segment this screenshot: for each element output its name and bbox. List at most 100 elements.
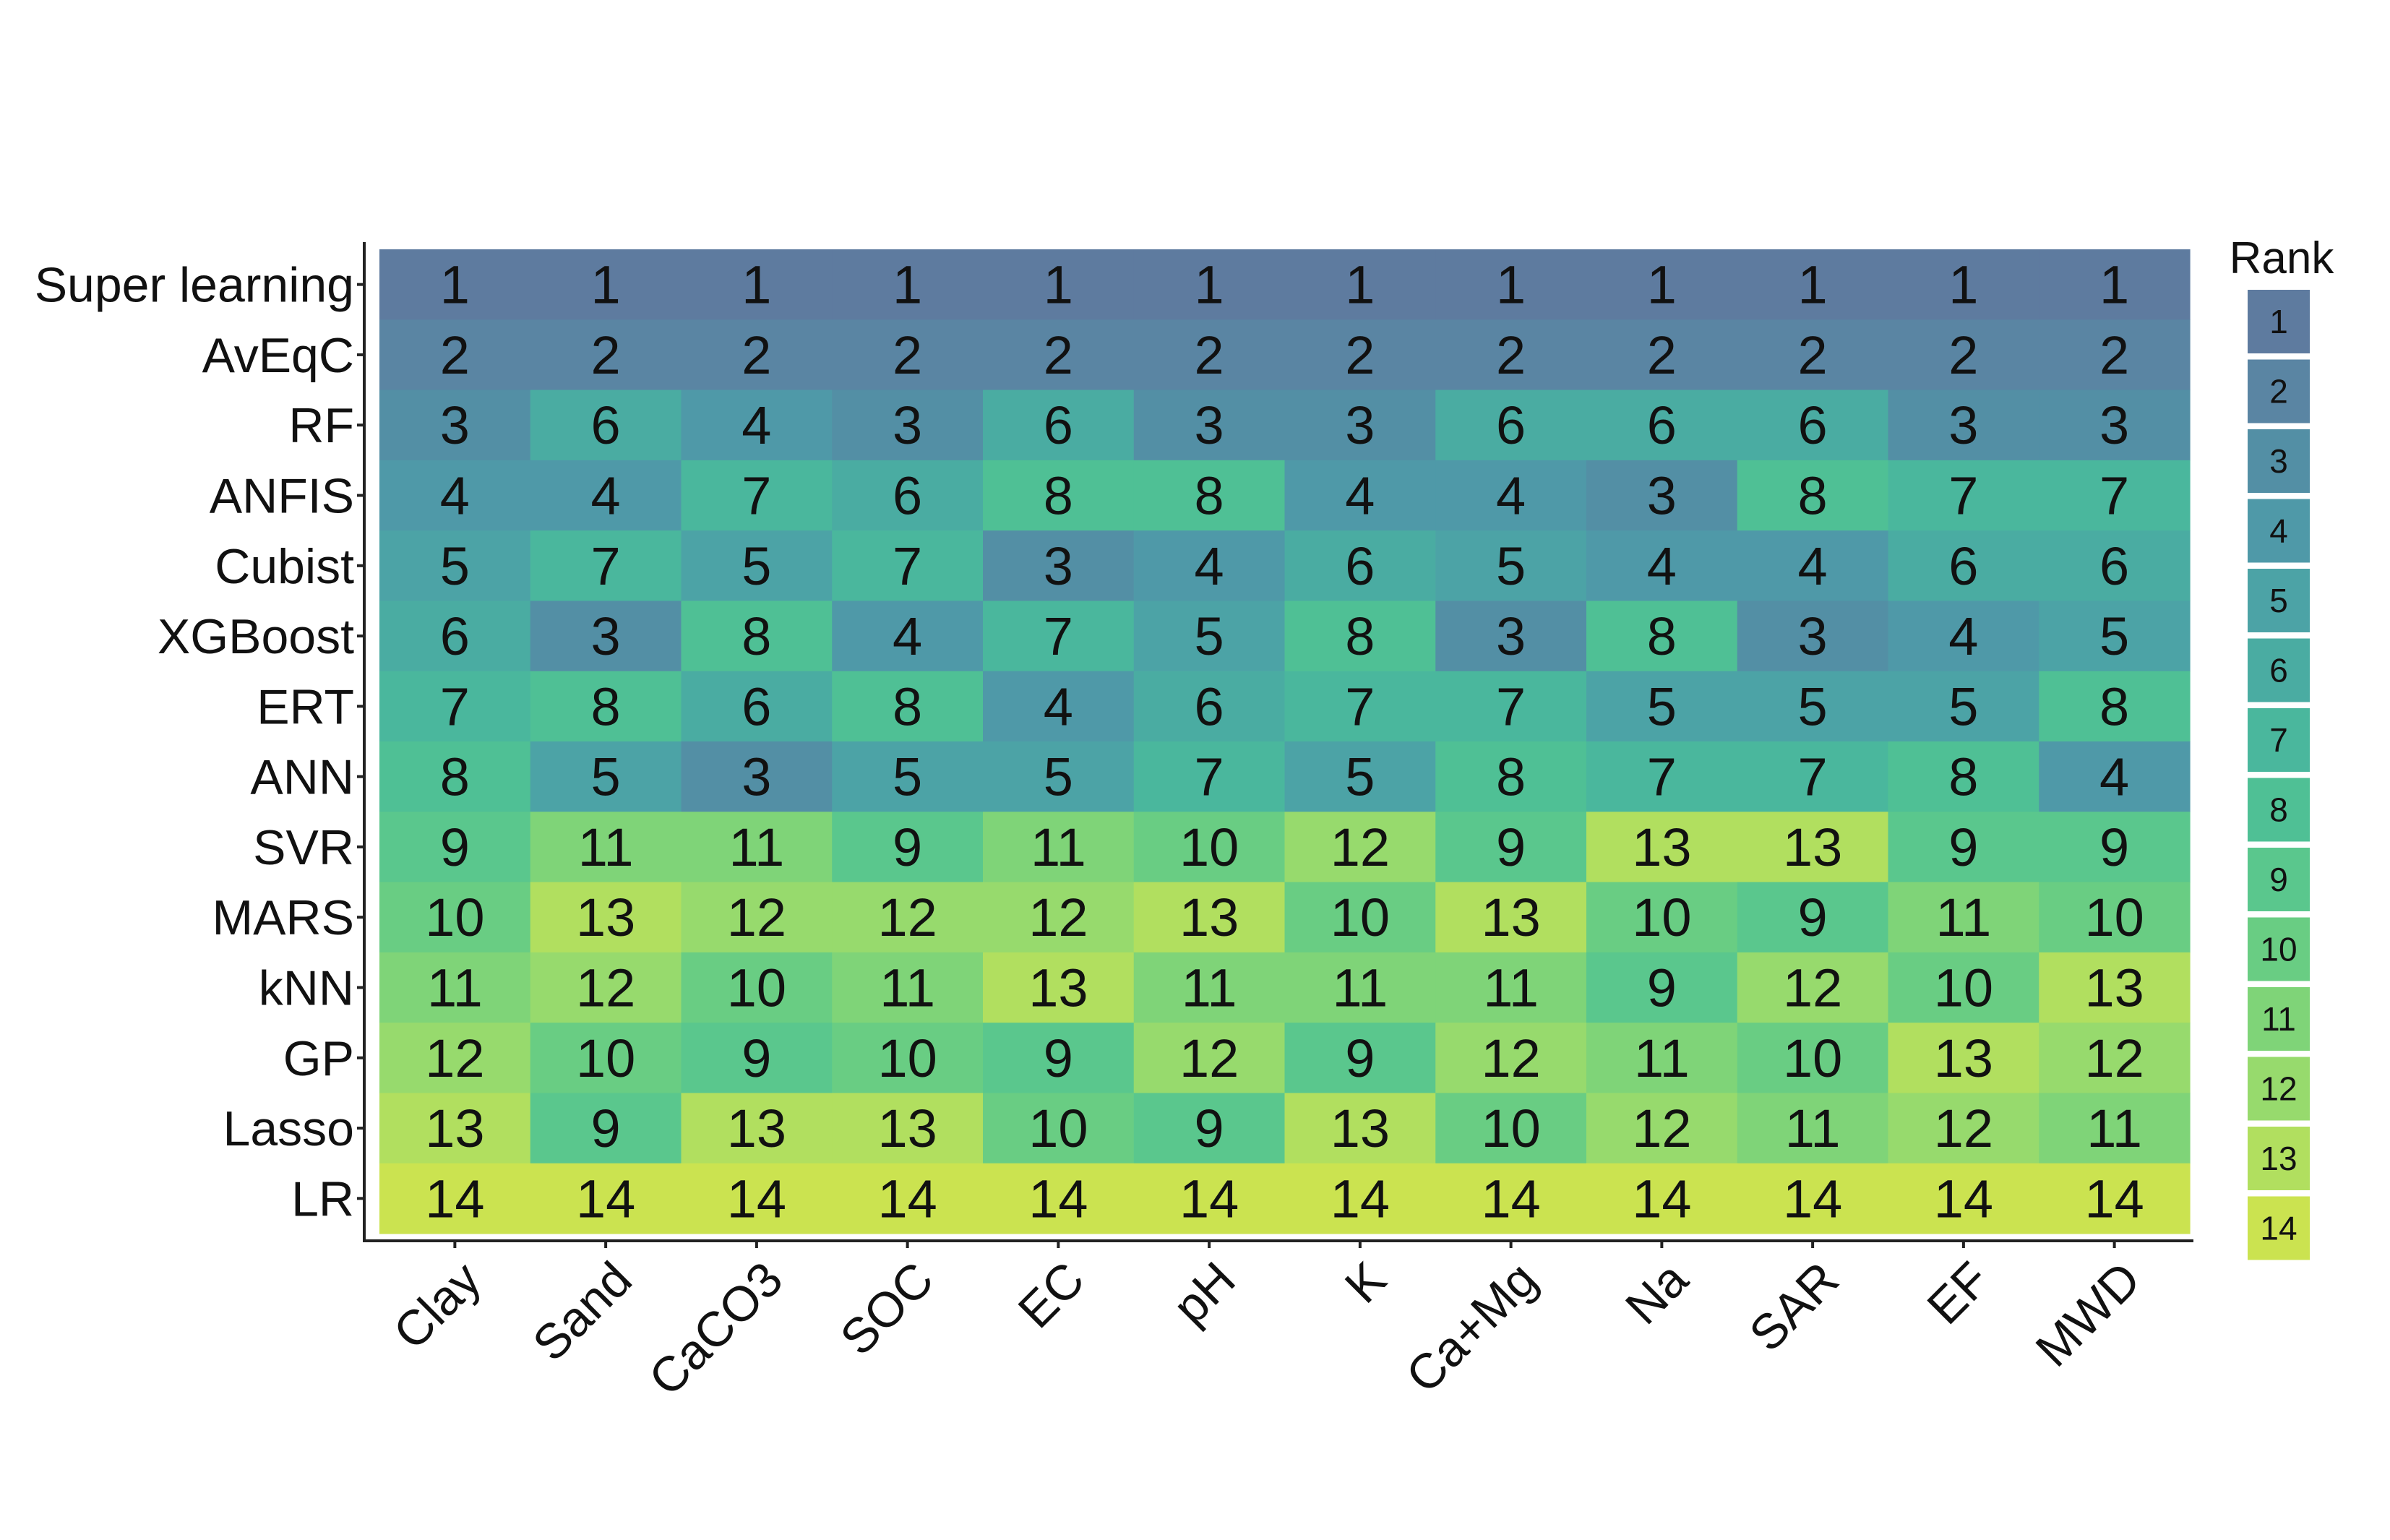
cell-value-label: 9 <box>1044 1028 1073 1088</box>
legend-key <box>2248 569 2310 632</box>
cell-value-label: 2 <box>741 325 771 385</box>
heatmap-cell <box>1133 319 1286 391</box>
legend-title: Rank <box>2230 233 2335 283</box>
cell-value-label: 10 <box>1632 887 1691 947</box>
cell-value-label: 3 <box>741 747 771 807</box>
heatmap-cell <box>2039 530 2191 602</box>
cell-value-label: 1 <box>1195 255 1224 315</box>
x-tick-label: Clay <box>383 1252 491 1360</box>
cell-value-label: 5 <box>1647 676 1677 736</box>
y-tick-label: Super learning <box>35 258 354 313</box>
cell-value-label: 2 <box>1345 325 1375 385</box>
heatmap-cell <box>832 671 984 742</box>
cell-value-label: 5 <box>1496 536 1526 596</box>
cell-value-label: 12 <box>1481 1028 1540 1088</box>
heatmap-cell <box>530 390 682 461</box>
cell-value-label: 13 <box>1028 958 1088 1018</box>
cell-value-label: 3 <box>1044 536 1073 596</box>
x-tick-label: K <box>1335 1252 1397 1314</box>
cell-value-label: 13 <box>2084 958 2144 1018</box>
cell-value-label: 1 <box>440 255 470 315</box>
legend-key <box>2248 1127 2310 1190</box>
heatmap-cell <box>1586 530 1738 602</box>
heatmap-cell <box>530 601 682 672</box>
heatmap-cell <box>1888 741 2039 812</box>
cell-value-label: 4 <box>1948 606 1978 666</box>
cell-value-label: 14 <box>727 1169 786 1229</box>
cell-value-label: 5 <box>1948 676 1978 736</box>
heatmap-cell <box>832 1163 984 1234</box>
heatmap-cell <box>1133 249 1286 320</box>
cell-value-label: 13 <box>1481 887 1540 947</box>
cell-value-label: 6 <box>1044 395 1073 455</box>
cell-value-label: 3 <box>893 395 922 455</box>
heatmap-cell <box>2039 952 2191 1023</box>
cell-value-label: 7 <box>741 466 771 526</box>
cell-value-label: 6 <box>1647 395 1677 455</box>
cell-value-label: 6 <box>440 606 470 666</box>
x-tick-label: MWD <box>2025 1252 2151 1377</box>
heatmap-cell <box>1888 952 2039 1023</box>
y-tick-label: RF <box>288 398 354 453</box>
heatmap-cell <box>1737 741 1889 812</box>
heatmap-cell <box>379 601 531 672</box>
heatmap-cell-labels: 1 1 1 1 1 1 1 1 1 1 1 12 2 2 2 2 2 2 2 2 2 2 23 6 4 3 6 3 3 6 6 6 3 34 4 7 6… <box>425 255 2144 1229</box>
heatmap-cell <box>379 1093 531 1164</box>
cell-value-label: 10 <box>2084 887 2144 947</box>
heatmap-cell <box>681 952 833 1023</box>
heatmap-cell <box>1133 1093 1286 1164</box>
cell-value-label: 13 <box>425 1098 484 1158</box>
heatmap-cell <box>1888 1023 2039 1094</box>
heatmap-cell <box>1586 249 1738 320</box>
cell-value-label: 6 <box>1798 395 1828 455</box>
heatmap-cell <box>1737 249 1889 320</box>
cell-value-label: 8 <box>1195 466 1224 526</box>
legend-key-label: 5 <box>2269 582 2288 619</box>
heatmap-cell <box>832 882 984 953</box>
cell-value-label: 6 <box>1948 536 1978 596</box>
heatmap-cell <box>1133 390 1286 461</box>
heatmap-cell <box>1586 460 1738 531</box>
cell-value-label: 11 <box>578 817 634 877</box>
heatmap-cell <box>530 952 682 1023</box>
heatmap-cell <box>379 1023 531 1094</box>
cell-value-label: 7 <box>1496 676 1526 736</box>
cell-value-label: 9 <box>1345 1028 1375 1088</box>
heatmap-cell <box>983 390 1135 461</box>
cell-value-label: 5 <box>1798 676 1828 736</box>
cell-value-label: 4 <box>1798 536 1828 596</box>
cell-value-label: 6 <box>1345 536 1375 596</box>
cell-value-label: 12 <box>576 958 635 1018</box>
heatmap-cell <box>1435 390 1587 461</box>
cell-value-label: 7 <box>1044 606 1073 666</box>
legend-key-label: 3 <box>2269 442 2288 480</box>
cell-value-label: 11 <box>1483 958 1539 1018</box>
heatmap-cell <box>1284 1093 1436 1164</box>
cell-value-label: 12 <box>425 1028 484 1088</box>
cell-value-label: 3 <box>2099 395 2129 455</box>
heatmap-cell <box>983 319 1135 391</box>
y-axis-tick-labels: Super learning AvEqC RF ANFIS Cubist XGBoost E… <box>35 258 354 1227</box>
heatmap-cell <box>832 1093 984 1164</box>
heatmap-cell <box>1133 741 1286 812</box>
heatmap-cell <box>2039 601 2191 672</box>
heatmap-cell <box>379 741 531 812</box>
cell-value-label: 5 <box>1345 747 1375 807</box>
heatmap-cell <box>1284 812 1436 883</box>
cell-value-label: 8 <box>1948 747 1978 807</box>
heatmap-cell <box>1435 812 1587 883</box>
x-tick-label: pH <box>1163 1252 1246 1335</box>
heatmap-cell <box>2039 1163 2191 1234</box>
heatmap-cell <box>1737 460 1889 531</box>
cell-value-label: 10 <box>1481 1098 1540 1158</box>
cell-value-label: 13 <box>1331 1098 1390 1158</box>
heatmap-cell <box>1888 530 2039 602</box>
legend-key-label: 2 <box>2269 373 2288 410</box>
cell-value-label: 4 <box>741 395 771 455</box>
heatmap-cell <box>1888 1093 2039 1164</box>
cell-value-label: 12 <box>1632 1098 1691 1158</box>
heatmap-cell <box>1435 530 1587 602</box>
cell-value-label: 13 <box>1632 817 1691 877</box>
